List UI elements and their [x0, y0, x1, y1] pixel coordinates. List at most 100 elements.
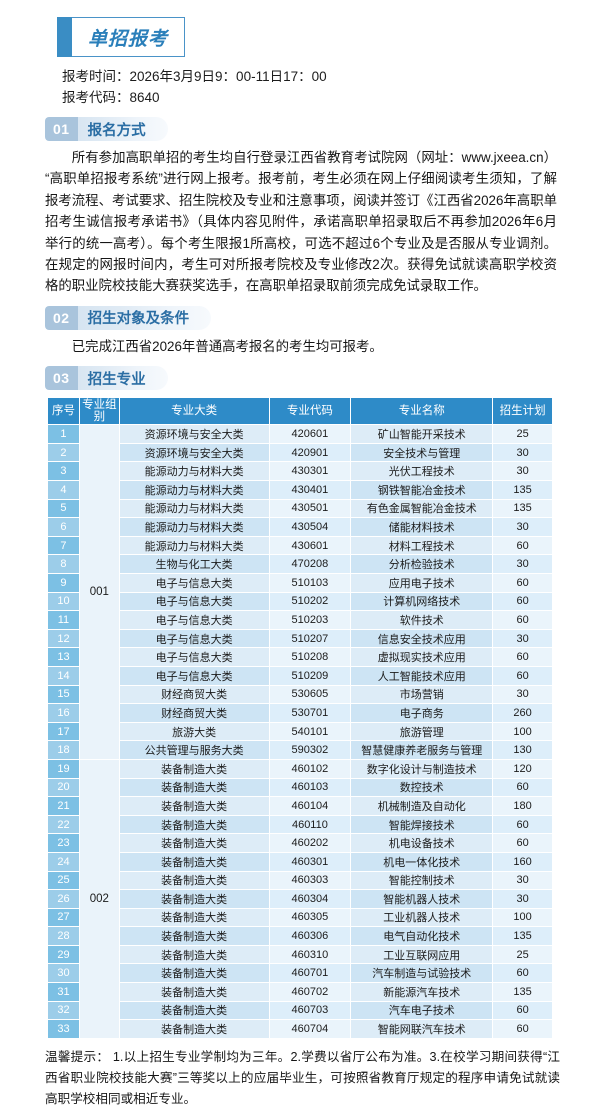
majors-table-body: 1 001 资源环境与安全大类 420601 矿山智能开采技术 25 2 资源环境与安全大类 4… [47, 424, 553, 1039]
cell-seq: 16 [47, 703, 80, 723]
cell-seq: 12 [47, 628, 80, 649]
cell-name: 汽车电子技术 [350, 1000, 494, 1021]
cell-category: 财经商贸大类 [118, 703, 270, 723]
footer-note: 温馨提示： 1.以上招生专业学制均为三年。2.学费以省厅公布为准。3.在校学习期… [45, 1049, 560, 1106]
col-header-seq: 序号 [47, 397, 80, 426]
cell-plan: 30 [492, 889, 553, 909]
registration-code: 报考代码：8640 [62, 90, 160, 105]
cell-name: 安全技术与管理 [350, 442, 494, 463]
cell-name: 汽车制造与试验技术 [350, 963, 494, 984]
cell-seq: 21 [47, 796, 80, 816]
table-row: 11 电子与信息大类 510203 软件技术 60 [47, 610, 553, 630]
col-header-group: 专业组别 [78, 397, 120, 426]
cell-seq: 3 [47, 461, 80, 482]
cell-code: 460301 [268, 851, 352, 872]
cell-seq: 32 [47, 1000, 80, 1021]
title-accent-bar [57, 17, 72, 57]
cell-name: 光伏工程技术 [350, 461, 494, 482]
cell-code: 460703 [268, 1000, 352, 1021]
cell-category: 装备制造大类 [118, 889, 270, 909]
section-number-02: 02 [45, 305, 78, 330]
cell-category: 电子与信息大类 [118, 647, 270, 667]
table-row: 23 装备制造大类 460202 机电设备技术 60 [47, 833, 553, 853]
cell-seq: 2 [47, 442, 80, 463]
section-label-03: 招生专业 [87, 371, 146, 388]
section-number-01: 01 [45, 117, 78, 141]
page-root: 单招报考 报考时间：2026年3月9日9：00-11日17：00 报考代码：86… [0, 17, 600, 1106]
cell-plan: 60 [492, 535, 553, 556]
table-row: 29 装备制造大类 460310 工业互联网应用 25 [47, 944, 553, 965]
cell-name: 市场营销 [350, 684, 494, 705]
cell-seq: 11 [47, 610, 80, 630]
cell-seq: 22 [47, 814, 80, 835]
cell-category: 装备制造大类 [118, 1019, 270, 1039]
table-row: 30 装备制造大类 460701 汽车制造与试验技术 60 [47, 963, 553, 984]
cell-code: 460306 [268, 926, 352, 946]
cell-code: 510209 [268, 665, 352, 686]
cell-category: 能源动力与材料大类 [118, 461, 270, 482]
cell-code: 460305 [268, 907, 352, 928]
cell-code: 460103 [268, 777, 352, 798]
cell-plan: 60 [492, 833, 553, 853]
cell-category: 能源动力与材料大类 [118, 535, 270, 556]
cell-name: 机电设备技术 [350, 833, 494, 853]
cell-seq: 14 [47, 665, 80, 686]
cell-name: 分析检验技术 [350, 554, 494, 574]
cell-category: 电子与信息大类 [118, 591, 270, 612]
table-row: 1 001 资源环境与安全大类 420601 矿山智能开采技术 25 [47, 424, 553, 760]
table-row: 3 能源动力与材料大类 430301 光伏工程技术 30 [47, 461, 553, 482]
cell-code: 510208 [268, 647, 352, 667]
cell-plan: 60 [492, 1000, 553, 1021]
cell-plan: 30 [492, 461, 553, 482]
cell-category: 电子与信息大类 [118, 610, 270, 630]
cell-name: 智能控制技术 [350, 870, 494, 891]
cell-seq: 9 [47, 573, 80, 593]
cell-seq: 33 [47, 1019, 80, 1039]
table-header-row: 序号 专业组别 专业大类 专业代码 专业名称 招生计划 [47, 397, 553, 426]
cell-code: 460102 [268, 758, 352, 779]
cell-name: 新能源汽车技术 [350, 982, 494, 1002]
cell-seq: 15 [47, 684, 80, 705]
table-row: 19 002 装备制造大类 460102 数字化设计与制造技术 120 [47, 758, 553, 1039]
cell-plan: 135 [492, 498, 553, 519]
table-row: 25 装备制造大类 460303 智能控制技术 30 [47, 870, 553, 891]
cell-category: 装备制造大类 [118, 1000, 270, 1021]
majors-table-wrapper: 序号 专业组别 专业大类 专业代码 专业名称 招生计划 1 001 资源环境与安全大… [47, 397, 553, 1039]
table-row: 28 装备制造大类 460306 电气自动化技术 135 [47, 926, 553, 946]
cell-seq: 31 [47, 982, 80, 1002]
cell-category: 能源动力与材料大类 [118, 480, 270, 500]
cell-name: 钢铁智能冶金技术 [350, 480, 494, 500]
cell-seq: 24 [47, 851, 80, 872]
cell-seq: 10 [47, 591, 80, 612]
majors-table-head: 序号 专业组别 专业大类 专业代码 专业名称 招生计划 [47, 397, 553, 426]
cell-plan: 25 [492, 944, 553, 965]
table-row: 8 生物与化工大类 470208 分析检验技术 30 [47, 554, 553, 574]
cell-plan: 135 [492, 480, 553, 500]
cell-category: 装备制造大类 [118, 758, 270, 779]
cell-code: 470208 [268, 554, 352, 574]
cell-category: 资源环境与安全大类 [118, 424, 270, 444]
table-row: 21 装备制造大类 460104 机械制造及自动化 180 [47, 796, 553, 816]
cell-seq: 7 [47, 535, 80, 556]
cell-seq: 25 [47, 870, 80, 891]
cell-name: 工业机器人技术 [350, 907, 494, 928]
cell-name: 电气自动化技术 [350, 926, 494, 946]
cell-category: 能源动力与材料大类 [118, 498, 270, 519]
registration-time: 报考时间：2026年3月9日9：00-11日17：00 [62, 69, 327, 84]
majors-table: 序号 专业组别 专业大类 专业代码 专业名称 招生计划 1 001 资源环境与安全大… [47, 397, 553, 1039]
cell-plan: 60 [492, 665, 553, 686]
cell-category: 财经商贸大类 [118, 684, 270, 705]
section-label-01: 报名方式 [87, 122, 146, 139]
cell-seq: 29 [47, 944, 80, 965]
table-row: 32 装备制造大类 460703 汽车电子技术 60 [47, 1000, 553, 1021]
title-badge: 单招报考 [57, 17, 185, 57]
cell-plan: 60 [492, 573, 553, 593]
cell-name: 智能焊接技术 [350, 814, 494, 835]
cell-code: 510103 [268, 573, 352, 593]
table-row: 12 电子与信息大类 510207 信息安全技术应用 30 [47, 628, 553, 649]
table-row: 14 电子与信息大类 510209 人工智能技术应用 60 [47, 665, 553, 686]
cell-name: 数控技术 [350, 777, 494, 798]
section-header-03: 03 招生专业 [45, 366, 168, 391]
cell-category: 电子与信息大类 [118, 573, 270, 593]
cell-plan: 60 [492, 814, 553, 835]
